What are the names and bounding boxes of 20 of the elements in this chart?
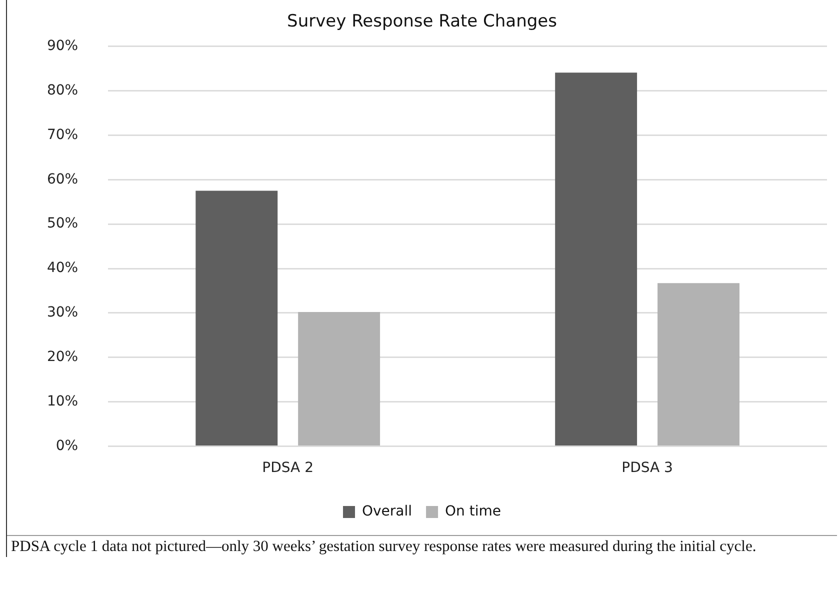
- y-tick-label: 80%: [46, 82, 78, 98]
- y-tick-label: 10%: [46, 393, 78, 410]
- y-tick-label: 60%: [46, 171, 78, 188]
- bar: [298, 312, 380, 446]
- x-tick-label: PDSA 2: [262, 460, 314, 476]
- x-tick-label: PDSA 3: [622, 460, 673, 476]
- y-tick-label: 70%: [46, 126, 78, 143]
- bar: [658, 283, 740, 446]
- bar: [196, 190, 278, 446]
- legend-label: Overall: [362, 504, 412, 520]
- y-tick-label: 50%: [46, 216, 78, 232]
- chart-title: Survey Response Rate Changes: [287, 12, 558, 32]
- y-tick-label: 40%: [46, 260, 78, 276]
- y-tick-label: 30%: [46, 304, 78, 321]
- y-tick-label: 90%: [46, 38, 78, 54]
- text: PDSA cycle 1 data not pictured—only 30 weeks’ gestation survey response rates were measured during the initial cycle.: [11, 538, 758, 557]
- bar: [555, 72, 638, 446]
- y-tick-label: 20%: [46, 348, 78, 365]
- legend-label: On time: [445, 504, 502, 520]
- y-tick-label: 0%: [56, 438, 78, 454]
